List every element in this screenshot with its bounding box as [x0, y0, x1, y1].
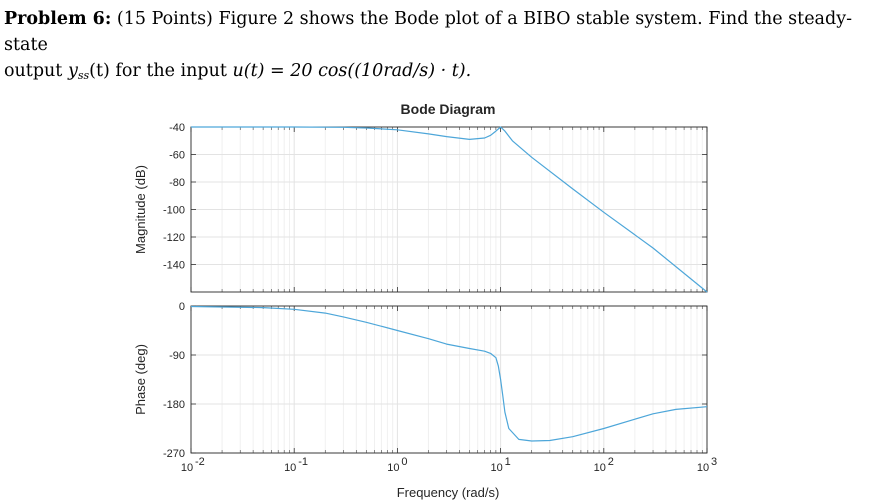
magnitude-y-tick-label: -140	[163, 260, 185, 272]
magnitude-y-tick-label: -120	[163, 232, 185, 244]
problem-text-1: Figure 2 shows the Bode plot of a BIBO s…	[4, 9, 852, 55]
x-tick-label: 10	[387, 462, 399, 474]
input-expression: u(t) = 20 cos((10rad/s) · t).	[232, 61, 472, 81]
magnitude-y-tick-label: -60	[169, 150, 185, 162]
x-axis-label: Frequency (rad/s)	[397, 485, 500, 500]
problem-text-2: output	[4, 61, 63, 81]
chart-title: Bode Diagram	[401, 101, 496, 117]
x-tick-exponent: 1	[505, 456, 511, 468]
x-tick-labels: 10 -2 10 -1 10 0 10 1 10 2 10 3	[181, 456, 717, 474]
magnitude-series-line	[191, 126, 708, 293]
problem-points: (15 Points)	[116, 9, 213, 29]
magnitude-frame	[190, 126, 708, 293]
x-tick-exponent: 0	[401, 456, 407, 468]
phase-panel: 0 -90 -180 -270 Phase (deg)	[133, 301, 708, 460]
output-symbol: y	[67, 61, 78, 81]
x-tick-label: 10	[490, 462, 502, 474]
magnitude-panel: -40 -60 -80 -100 -120 -140 Magnitude (dB)	[133, 122, 708, 293]
problem-statement: Problem 6: (15 Points) Figure 2 shows th…	[4, 6, 866, 89]
x-tick-exponent: 2	[608, 456, 614, 468]
x-tick-label: 10	[697, 462, 709, 474]
x-tick-exponent: -2	[195, 456, 205, 468]
phase-y-tick-label: -270	[163, 448, 185, 460]
magnitude-y-axis-label: Magnitude (dB)	[133, 165, 148, 254]
problem-heading: Problem 6:	[4, 9, 112, 29]
phase-y-tick-label: 0	[179, 301, 185, 313]
phase-series-line	[190, 305, 708, 442]
magnitude-y-tick-label: -80	[169, 177, 185, 189]
problem-line-1: Problem 6: (15 Points) Figure 2 shows th…	[4, 6, 866, 58]
x-tick-exponent: 3	[711, 456, 717, 468]
magnitude-y-tick-label: -40	[169, 122, 185, 134]
phase-y-tick-label: -180	[163, 399, 185, 411]
phase-frame	[190, 305, 708, 454]
phase-y-tick-label: -90	[169, 350, 185, 362]
magnitude-y-tick-label: -100	[163, 205, 185, 217]
phase-plot-area	[191, 306, 707, 453]
x-tick-label: 10	[594, 462, 606, 474]
x-tick-exponent: -1	[298, 456, 308, 468]
output-subscript: ss	[77, 69, 90, 82]
phase-y-axis-label: Phase (deg)	[133, 344, 148, 415]
x-tick-label: 10	[181, 462, 193, 474]
x-tick-label: 10	[284, 462, 296, 474]
problem-text-3: (t) for the input	[89, 61, 227, 81]
problem-line-2: output yss(t) for the input u(t) = 20 co…	[4, 58, 866, 89]
